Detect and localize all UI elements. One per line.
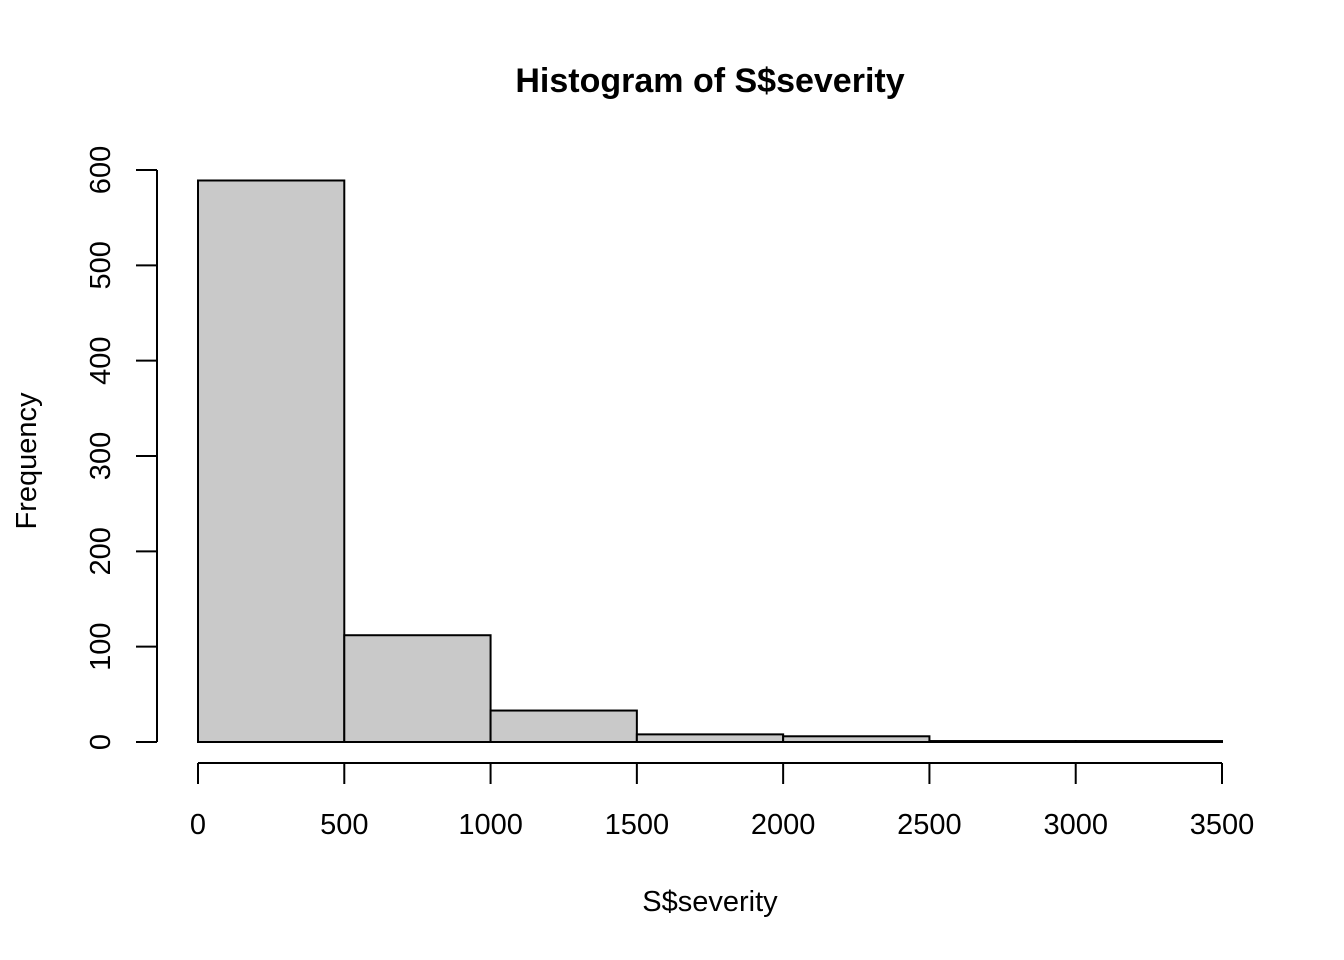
- histogram-bar-7: [1074, 740, 1223, 744]
- x-axis: 0 500 1000 1500 2000 2500 3000 3500: [190, 762, 1255, 841]
- x-tick-label: 1500: [605, 809, 670, 841]
- histogram-bar-6: [928, 740, 1077, 744]
- x-tick-label: 0: [190, 809, 206, 841]
- chart-title: Histogram of S$severity: [515, 62, 904, 100]
- x-tick-label: 1000: [458, 809, 523, 841]
- histogram-bar-5: [782, 735, 931, 744]
- y-tick-label: 500: [85, 241, 117, 289]
- histogram-bar-2: [343, 634, 492, 744]
- x-tick-label: 2500: [897, 809, 962, 841]
- x-axis-label: S$severity: [642, 886, 778, 918]
- x-tick-label: 500: [320, 809, 368, 841]
- histogram-bar-3: [489, 709, 638, 743]
- y-axis: 0 100 200 300 400 500 600: [85, 146, 158, 750]
- y-tick-label: 100: [85, 622, 117, 670]
- y-tick-label: 0: [85, 734, 117, 750]
- histogram-bars: [197, 179, 1223, 744]
- histogram-bar-4: [635, 733, 785, 744]
- y-tick-label: 200: [85, 527, 117, 575]
- y-axis-label: Frequency: [11, 392, 43, 530]
- x-tick-label: 3500: [1190, 809, 1255, 841]
- y-tick-label: 600: [85, 146, 117, 194]
- x-tick-label: 2000: [751, 809, 816, 841]
- histogram-bar-1: [197, 179, 346, 743]
- y-tick-label: 400: [85, 336, 117, 384]
- x-tick-label: 3000: [1043, 809, 1108, 841]
- y-tick-label: 300: [85, 432, 117, 480]
